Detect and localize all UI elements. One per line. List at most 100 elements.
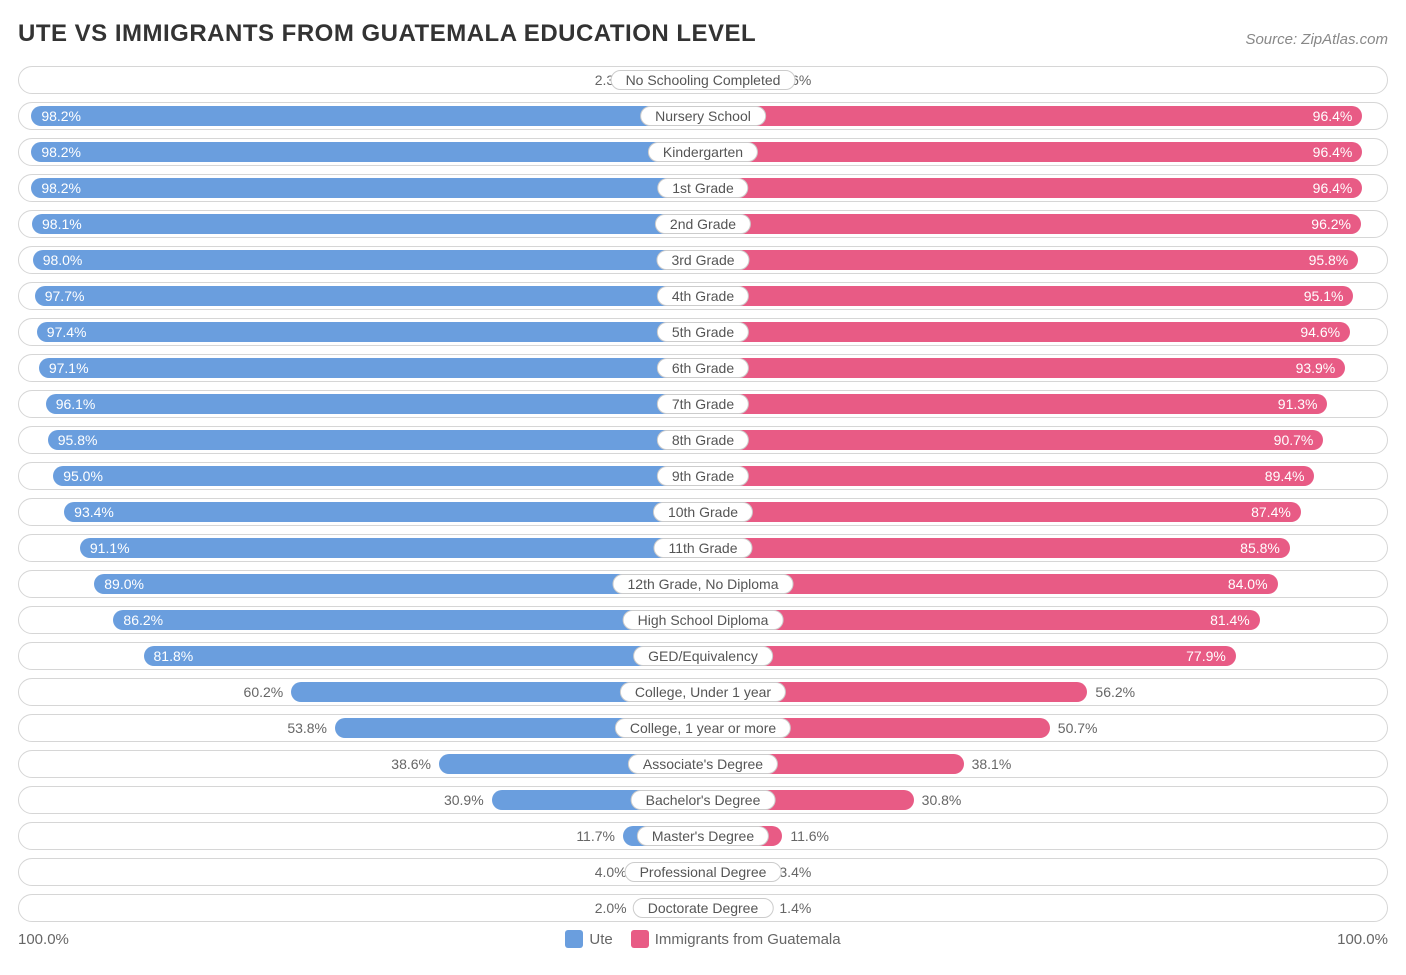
bar-right-value: 91.3% xyxy=(1278,394,1318,414)
bar-right: 90.7% xyxy=(703,430,1323,450)
bar-right-value: 95.8% xyxy=(1309,250,1349,270)
bar-right-value: 56.2% xyxy=(1087,682,1135,702)
bar-right-value: 96.4% xyxy=(1313,178,1353,198)
bar-left: 81.8% xyxy=(144,646,704,666)
category-label: 6th Grade xyxy=(657,358,749,378)
bar-right: 96.2% xyxy=(703,214,1361,234)
chart-row: 11.7%11.6%Master's Degree xyxy=(18,822,1388,850)
bar-left: 96.1% xyxy=(46,394,703,414)
bar-right-value: 87.4% xyxy=(1251,502,1291,522)
chart-row: 2.0% 1.4%Doctorate Degree xyxy=(18,894,1388,922)
chart-row: 30.9% 30.8% Bachelor's Degree xyxy=(18,786,1388,814)
bar-right: 89.4% xyxy=(703,466,1314,486)
bar-right: 94.6% xyxy=(703,322,1350,342)
bar-left: 98.2% xyxy=(31,142,703,162)
bar-right-value: 96.4% xyxy=(1313,142,1353,162)
bar-right-value: 93.9% xyxy=(1296,358,1336,378)
bar-right-value: 96.4% xyxy=(1313,106,1353,126)
bar-left: 98.1% xyxy=(32,214,703,234)
bar-right-value: 96.2% xyxy=(1311,214,1351,234)
category-label: High School Diploma xyxy=(623,610,784,630)
category-label: 1st Grade xyxy=(657,178,748,198)
chart-legend: Ute Immigrants from Guatemala xyxy=(565,930,840,948)
bar-right-value: 84.0% xyxy=(1228,574,1268,594)
bar-right-value: 30.8% xyxy=(914,790,962,810)
category-label: Doctorate Degree xyxy=(633,898,774,918)
bar-left-value: 38.6% xyxy=(391,754,439,774)
bar-right-value: 77.9% xyxy=(1186,646,1226,666)
bar-left-value: 98.0% xyxy=(43,250,83,270)
bar-right-value: 95.1% xyxy=(1304,286,1344,306)
bar-left-value: 97.4% xyxy=(47,322,87,342)
chart-row: 96.1%91.3%7th Grade xyxy=(18,390,1388,418)
category-label: 5th Grade xyxy=(657,322,749,342)
bar-left-value: 81.8% xyxy=(154,646,194,666)
axis-left-label: 100.0% xyxy=(18,931,69,948)
chart-row: 4.0%3.4%Professional Degree xyxy=(18,858,1388,886)
bar-left: 86.2% xyxy=(113,610,703,630)
bar-right: 85.8% xyxy=(703,538,1290,558)
category-label: 8th Grade xyxy=(657,430,749,450)
bar-right-value: 90.7% xyxy=(1274,430,1314,450)
bar-left: 97.4% xyxy=(37,322,703,342)
bar-left-value: 95.8% xyxy=(58,430,98,450)
bar-left-value: 95.0% xyxy=(63,466,103,486)
axis-right-label: 100.0% xyxy=(1337,931,1388,948)
chart-source: Source: ZipAtlas.com xyxy=(1245,31,1388,48)
bar-left-value: 98.1% xyxy=(42,214,82,234)
bar-right-value: 38.1% xyxy=(964,754,1012,774)
category-label: College, 1 year or more xyxy=(615,718,791,738)
bar-right-value: 94.6% xyxy=(1300,322,1340,342)
bar-right: 93.9% xyxy=(703,358,1345,378)
chart-title: UTE VS IMMIGRANTS FROM GUATEMALA EDUCATI… xyxy=(18,20,756,48)
bar-left: 98.0% xyxy=(33,250,703,270)
bar-left-value: 91.1% xyxy=(90,538,130,558)
chart-row: 98.2%96.4%Nursery School xyxy=(18,102,1388,130)
chart-row: 98.0% 95.8% 3rd Grade xyxy=(18,246,1388,274)
bar-left-value: 97.7% xyxy=(45,286,85,306)
chart-row: 97.1% 93.9% 6th Grade xyxy=(18,354,1388,382)
category-label: Bachelor's Degree xyxy=(631,790,776,810)
category-label: 11th Grade xyxy=(653,538,752,558)
category-label: 3rd Grade xyxy=(656,250,749,270)
chart-header: UTE VS IMMIGRANTS FROM GUATEMALA EDUCATI… xyxy=(18,20,1388,48)
legend-swatch-guatemala xyxy=(631,930,649,948)
bar-right: 95.8% xyxy=(703,250,1358,270)
legend-label-guatemala: Immigrants from Guatemala xyxy=(655,931,841,948)
diverging-bar-chart: 2.3%3.6%No Schooling Completed 98.2% 96.4%… xyxy=(18,66,1388,922)
bar-right-value: 81.4% xyxy=(1210,610,1250,630)
bar-left: 97.7% xyxy=(35,286,703,306)
category-label: Kindergarten xyxy=(648,142,758,162)
bar-right-value: 89.4% xyxy=(1265,466,1305,486)
chart-row: 97.4% 94.6% 5th Grade xyxy=(18,318,1388,346)
bar-left: 91.1% xyxy=(80,538,703,558)
bar-right-value: 50.7% xyxy=(1050,718,1098,738)
chart-row: 98.2% 96.4% Kindergarten xyxy=(18,138,1388,166)
bar-left-value: 53.8% xyxy=(287,718,335,738)
bar-right: 87.4% xyxy=(703,502,1301,522)
bar-left-value: 98.2% xyxy=(41,106,81,126)
chart-footer: 100.0% Ute Immigrants from Guatemala 100… xyxy=(18,930,1388,948)
legend-swatch-ute xyxy=(565,930,583,948)
bar-left-value: 93.4% xyxy=(74,502,114,522)
bar-left: 95.0% xyxy=(53,466,703,486)
bar-left-value: 98.2% xyxy=(41,142,81,162)
bar-left: 98.2% xyxy=(31,106,703,126)
chart-row: 95.8% 90.7% 8th Grade xyxy=(18,426,1388,454)
bar-right: 77.9% xyxy=(703,646,1236,666)
chart-row: 2.3%3.6%No Schooling Completed xyxy=(18,66,1388,94)
chart-row: 98.1%96.2%2nd Grade xyxy=(18,210,1388,238)
bar-right-value: 1.4% xyxy=(771,898,811,918)
bar-left-value: 86.2% xyxy=(123,610,163,630)
bar-left-value: 2.0% xyxy=(595,898,635,918)
bar-left-value: 89.0% xyxy=(104,574,144,594)
bar-right: 81.4% xyxy=(703,610,1260,630)
bar-right-value: 85.8% xyxy=(1240,538,1280,558)
category-label: No Schooling Completed xyxy=(611,70,796,90)
bar-left-value: 96.1% xyxy=(56,394,96,414)
bar-left-value: 97.1% xyxy=(49,358,89,378)
bar-right: 91.3% xyxy=(703,394,1327,414)
chart-row: 95.0%89.4%9th Grade xyxy=(18,462,1388,490)
bar-left-value: 30.9% xyxy=(444,790,492,810)
chart-row: 53.8% 50.7% College, 1 year or more xyxy=(18,714,1388,742)
